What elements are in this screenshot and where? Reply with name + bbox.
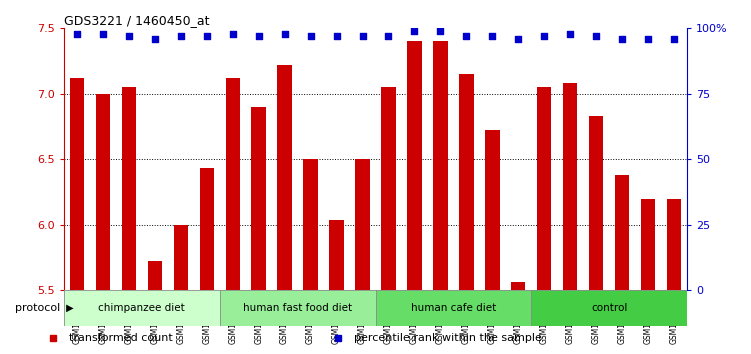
Bar — [537, 87, 551, 290]
Bar — [532, 290, 687, 326]
Point — [357, 33, 369, 39]
Point — [409, 28, 421, 34]
Text: ▶: ▶ — [63, 303, 74, 313]
Bar — [460, 74, 474, 290]
Bar — [615, 175, 629, 290]
Text: human cafe diet: human cafe diet — [411, 303, 496, 313]
Bar — [667, 199, 681, 290]
Bar — [330, 219, 344, 290]
Bar — [277, 65, 291, 290]
Bar — [376, 290, 532, 326]
Text: control: control — [591, 303, 627, 313]
Bar — [563, 83, 578, 290]
Point — [122, 33, 134, 39]
Point — [460, 33, 472, 39]
Point — [175, 33, 187, 39]
Bar — [220, 290, 376, 326]
Point — [668, 36, 680, 42]
Bar — [200, 169, 214, 290]
Point — [252, 33, 264, 39]
Bar — [122, 87, 136, 290]
Bar — [252, 107, 266, 290]
Bar — [303, 159, 318, 290]
Text: protocol: protocol — [15, 303, 60, 313]
Bar — [148, 262, 162, 290]
Text: percentile rank within the sample: percentile rank within the sample — [354, 333, 542, 343]
Point — [538, 33, 550, 39]
Point — [590, 33, 602, 39]
Bar — [511, 282, 526, 290]
Point — [434, 28, 446, 34]
Text: GDS3221 / 1460450_at: GDS3221 / 1460450_at — [64, 14, 210, 27]
Text: chimpanzee diet: chimpanzee diet — [98, 303, 185, 313]
Point — [617, 36, 629, 42]
Bar — [641, 199, 656, 290]
Bar — [225, 78, 240, 290]
Point — [201, 33, 213, 39]
Point — [305, 33, 317, 39]
Text: human fast food diet: human fast food diet — [243, 303, 352, 313]
Point — [71, 31, 83, 36]
Bar — [355, 159, 369, 290]
Bar — [589, 116, 603, 290]
Bar — [433, 41, 448, 290]
Bar — [407, 41, 421, 290]
Bar — [382, 87, 396, 290]
Point — [642, 36, 654, 42]
Text: transformed count: transformed count — [69, 333, 173, 343]
Point — [487, 33, 499, 39]
Point — [227, 31, 239, 36]
Bar — [173, 225, 188, 290]
Point — [382, 33, 394, 39]
Point — [149, 36, 161, 42]
Point — [512, 36, 524, 42]
Bar — [64, 290, 220, 326]
Point — [330, 33, 342, 39]
Point — [279, 31, 291, 36]
Point — [97, 31, 109, 36]
Bar — [70, 78, 84, 290]
Bar — [95, 94, 110, 290]
Point — [564, 31, 576, 36]
Bar — [485, 131, 499, 290]
